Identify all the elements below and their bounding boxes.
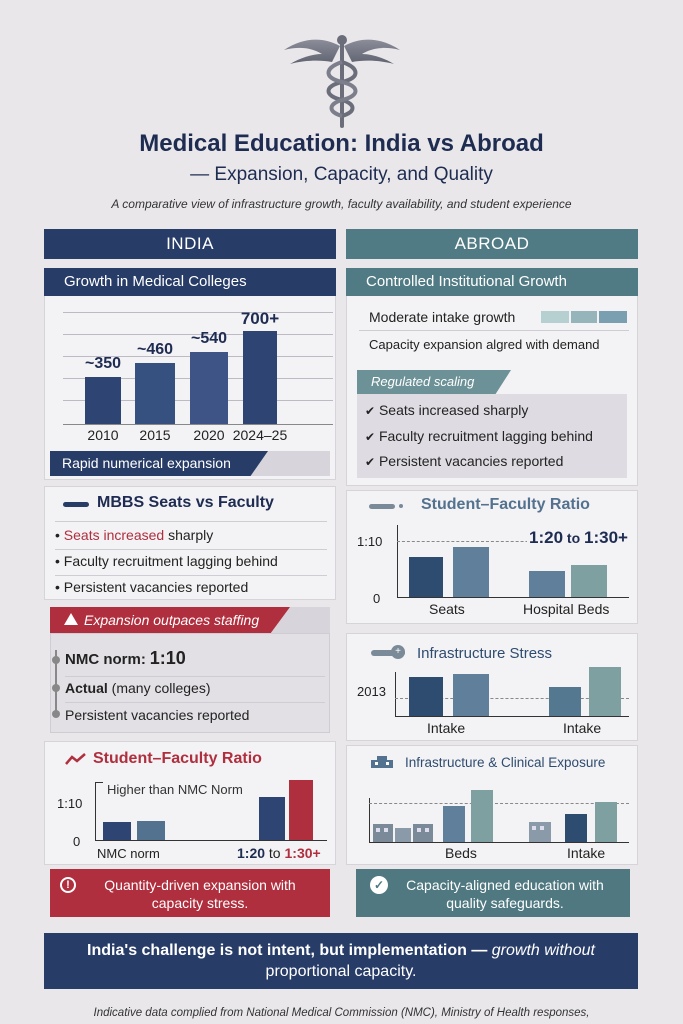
abroad-exposure-x1: Beds (445, 845, 477, 861)
india-ratio-panel: Student–Faculty Ratio Higher than NMC No… (44, 741, 336, 865)
growth-data-label: 700+ (240, 309, 280, 328)
india-seats-bullet-2: • Faculty recruitment lagging behind (55, 553, 278, 569)
abroad-stress-x2: Intake (563, 720, 602, 736)
abroad-growth-line-2: Capacity expansion algred with demand (369, 337, 600, 352)
india-ratio-x-left: NMC norm (97, 846, 160, 861)
abroad-ratio-x2: Hospital Beds (523, 601, 610, 617)
india-ratio-title: Student–Faculty Ratio (93, 750, 262, 767)
abroad-stress-ytick: 2013 (357, 684, 386, 699)
growth-tick-label: 2015 (139, 427, 171, 443)
page-description: A comparative view of infrastructure gro… (111, 197, 572, 211)
abroad-check-3: ✔ Persistent vacancies reported (365, 453, 564, 469)
india-seats-title: MBBS Seats vs Faculty (97, 494, 274, 511)
india-staffing-panel: NMC norm: 1:10 Actual (many colleges) Pe… (50, 633, 330, 733)
india-ratio-ytick-bottom: 0 (73, 834, 81, 849)
abroad-ratio-ytick-top: 1:10 (357, 534, 383, 549)
india-column-header: INDIA (44, 229, 336, 259)
abroad-stress-bar-3 (549, 687, 581, 716)
growth-bar-2015 (135, 363, 175, 424)
india-seats-bullet-1: • Seats increased sharply (55, 527, 214, 543)
buildings-icon (373, 824, 435, 842)
abroad-ratio-value: 1:20 to 1:30+ (527, 528, 630, 548)
abroad-regulated-tag: Regulated scaling (357, 370, 627, 394)
page-subtitle: — Expansion, Capacity, and Quality (190, 164, 493, 185)
india-ratio-annotation: Higher than NMC Norm (107, 782, 243, 797)
warning-icon (64, 613, 78, 625)
abroad-exposure-bar-3 (565, 814, 587, 842)
growth-bar-2020 (190, 352, 228, 424)
abroad-exposure-panel: Infrastructure & Clinical Exposure Beds … (346, 745, 638, 865)
abroad-ratio-x1: Seats (429, 601, 465, 617)
check-icon: ✔ (365, 404, 376, 418)
abroad-stress-title: Infrastructure Stress (417, 645, 553, 662)
india-ratio-bar-2 (137, 821, 165, 840)
abroad-ratio-bar-4 (571, 565, 607, 597)
india-ratio-bar-4 (289, 780, 313, 840)
abroad-exposure-title: Infrastructure & Clinical Exposure (405, 755, 606, 770)
abroad-stress-bar-1 (409, 677, 443, 716)
nmc-norm-line: NMC norm: 1:10 (65, 648, 186, 668)
abroad-ratio-bar-3 (529, 571, 565, 597)
abroad-footer-banner: ✓ Capacity-aligned education with qualit… (356, 869, 630, 917)
abroad-growth-panel: Moderate intake growth Capacity expansio… (346, 296, 638, 486)
india-footer-banner: ! Quantity-driven expansion with capacit… (50, 869, 330, 917)
page-title: Medical Education: India vs Abroad (139, 130, 544, 157)
abroad-ratio-bar-2 (453, 547, 489, 597)
india-staffing-alert: Expansion outpaces staffing (50, 607, 330, 633)
abroad-exposure-bar-1 (443, 806, 465, 842)
india-ratio-bar-1 (103, 822, 131, 840)
growth-data-label: ~460 (136, 341, 174, 358)
actual-line: Actual (many colleges) (65, 680, 211, 696)
india-seats-bullet-3: • Persistent vacancies reported (55, 579, 249, 595)
india-growth-header: Growth in Medical Colleges (44, 268, 336, 296)
growth-tick-label: 2024–25 (232, 427, 288, 443)
abroad-check-1: ✔ Seats increased sharply (365, 402, 529, 418)
india-ratio-x-right: 1:20 to 1:30+ (237, 845, 321, 861)
check-icon: ✔ (365, 430, 376, 444)
caduceus-logo-icon (282, 32, 402, 130)
abroad-stress-bar-4 (589, 667, 621, 716)
abroad-stress-bar-2 (453, 674, 489, 716)
alert-circle-icon: ! (60, 877, 76, 893)
india-seats-panel: MBBS Seats vs Faculty • Seats increased … (44, 486, 336, 600)
growth-data-label: ~350 (84, 355, 122, 372)
abroad-exposure-bar-4 (595, 802, 617, 842)
source-note: Indicative data complied from National M… (93, 1007, 590, 1019)
vacancies-line: Persistent vacancies reported (65, 707, 250, 723)
abroad-stress-panel: + Infrastructure Stress 2013 Intake Inta… (346, 633, 638, 741)
check-circle-icon: ✓ (370, 876, 388, 894)
abroad-growth-header: Controlled Institutional Growth (346, 268, 638, 296)
abroad-ratio-panel: Student–Faculty Ratio 1:10 0 1:20 to 1:3… (346, 490, 638, 624)
conclusion-banner: India's challenge is not intent, but imp… (44, 933, 638, 989)
abroad-check-2: ✔ Faculty recruitment lagging behind (365, 428, 593, 444)
abroad-ratio-ytick-bottom: 0 (373, 591, 381, 606)
check-icon: ✔ (365, 455, 376, 469)
growth-tick-label: 2020 (193, 427, 225, 443)
india-growth-panel: ~350 2010 ~460 2015 ~540 2020 700+ 2024–25 (44, 296, 336, 480)
abroad-exposure-x2: Intake (567, 845, 606, 861)
growth-data-label: ~540 (190, 330, 228, 347)
abroad-stress-x1: Intake (427, 720, 466, 736)
india-ratio-bar-3 (259, 797, 285, 840)
stress-gauge-icon: + (371, 645, 411, 659)
abroad-ratio-bar-1 (409, 557, 443, 597)
abroad-column-header: ABROAD (346, 229, 638, 259)
growth-tick-label: 2010 (87, 427, 119, 443)
hospital-building-icon (371, 756, 393, 768)
abroad-exposure-bar-2 (471, 790, 493, 842)
buildings-icon-2 (529, 822, 557, 842)
india-ratio-ytick-top: 1:10 (57, 796, 83, 811)
abroad-growth-line-1: Moderate intake growth (369, 309, 516, 325)
trend-up-icon (65, 752, 87, 771)
india-growth-tagline: Rapid numerical expansion (50, 451, 330, 476)
abroad-ratio-title: Student–Faculty Ratio (421, 496, 590, 513)
growth-bar-2010 (85, 377, 121, 424)
growth-bar-2024–25 (243, 331, 277, 424)
